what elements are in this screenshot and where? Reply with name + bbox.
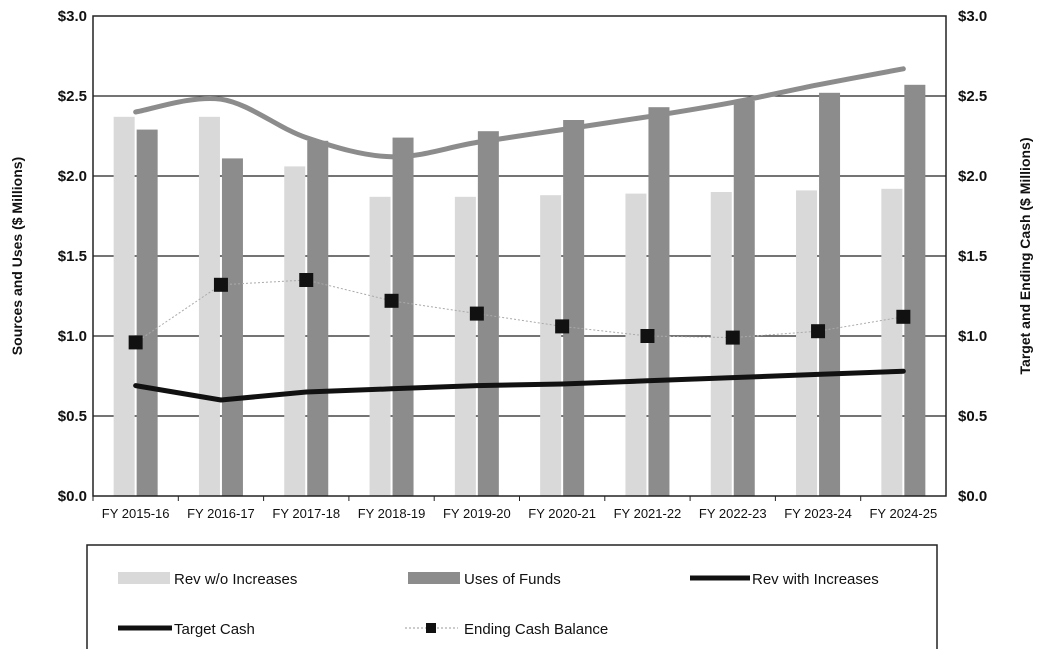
bar-rev-w-o-increases — [284, 166, 306, 496]
y-tick-label-left: $3.0 — [58, 8, 87, 25]
x-tick-label: FY 2017-18 — [272, 506, 340, 521]
legend-label-rev-with-increases: Rev with Increases — [752, 571, 879, 588]
bar-rev-w-o-increases — [113, 116, 135, 497]
legend-swatch-uses-of-funds — [408, 572, 460, 584]
legend-label-rev-wo-increases: Rev w/o Increases — [174, 571, 297, 588]
bar-uses-of-funds — [136, 129, 158, 496]
x-tick-label: FY 2016-17 — [187, 506, 255, 521]
marker-ending-cash-balance — [128, 335, 143, 350]
y-tick-label-left: $1.5 — [58, 248, 87, 265]
bars — [113, 84, 926, 497]
bar-uses-of-funds — [904, 84, 926, 497]
y-tick-label-left: $2.0 — [58, 168, 87, 185]
bar-uses-of-funds — [477, 131, 499, 496]
x-tick-label: FY 2023-24 — [784, 506, 852, 521]
legend-label-target-cash: Target Cash — [174, 621, 255, 638]
gridlines — [93, 95, 946, 417]
legend-label-uses-of-funds: Uses of Funds — [464, 571, 561, 588]
bar-uses-of-funds — [733, 100, 755, 497]
series-lines — [133, 66, 906, 403]
y-tick-label-right: $0.0 — [958, 488, 987, 505]
bar-uses-of-funds — [221, 158, 243, 496]
y-tick-label-right: $1.0 — [958, 328, 987, 345]
marker-ending-cash-balance — [299, 273, 314, 287]
y-tick-label-left: $1.0 — [58, 328, 87, 345]
bar-rev-w-o-increases — [625, 193, 647, 496]
x-tick-label: FY 2021-22 — [614, 506, 682, 521]
marker-ending-cash-balance — [213, 277, 228, 292]
marker-ending-cash-balance — [811, 324, 826, 339]
y-tick-label-right: $0.5 — [958, 408, 987, 425]
bar-rev-w-o-increases — [540, 195, 562, 496]
bar-rev-w-o-increases — [198, 116, 220, 497]
bar-rev-w-o-increases — [881, 188, 903, 497]
y-tick-label-right: $3.0 — [958, 8, 987, 25]
bar-rev-w-o-increases — [796, 190, 818, 496]
y-axis-left-ticks: $0.0 $0.5 $1.0 $1.5 $2.0 $2.5 $3.0 — [58, 8, 87, 505]
y-tick-label-left: $0.5 — [58, 408, 87, 425]
line-rev-with-increases — [133, 66, 906, 160]
x-tick-label: FY 2019-20 — [443, 506, 511, 521]
x-tick-label: FY 2022-23 — [699, 506, 767, 521]
marker-ending-cash-balance — [469, 306, 484, 321]
bar-uses-of-funds — [819, 92, 841, 497]
series-markers — [128, 273, 911, 350]
bar-uses-of-funds — [392, 137, 414, 496]
bar-uses-of-funds — [563, 120, 585, 496]
legend-swatch-ending-cash-marker — [426, 623, 436, 633]
x-tick-label: FY 2020-21 — [528, 506, 596, 521]
y-tick-label-left: $0.0 — [58, 488, 87, 505]
x-tick-label: FY 2015-16 — [102, 506, 170, 521]
y-tick-label-right: $2.0 — [958, 168, 987, 185]
x-axis-ticks: FY 2015-16 FY 2016-17 FY 2017-18 FY 2018-19… — [92, 496, 937, 521]
line-target-cash — [133, 368, 906, 403]
y-axis-right-ticks: $0.0 $0.5 $1.0 $1.5 $2.0 $2.5 $3.0 — [958, 8, 987, 505]
y-tick-label-right: $2.5 — [958, 88, 987, 105]
y-tick-label-right: $1.5 — [958, 248, 987, 265]
y-axis-left-title: Sources and Uses ($ Millions) — [9, 157, 25, 355]
marker-ending-cash-balance — [640, 329, 655, 343]
y-axis-right-title: Target and Ending Cash ($ Millions) — [1017, 138, 1033, 375]
marker-ending-cash-balance — [725, 330, 740, 345]
bar-rev-w-o-increases — [454, 196, 476, 497]
legend-label-ending-cash-balance: Ending Cash Balance — [464, 621, 608, 638]
legend-swatch-rev-wo-increases — [118, 572, 170, 584]
legend-box — [86, 544, 938, 649]
marker-ending-cash-balance — [555, 319, 570, 334]
line-ending-cash-balance — [135, 279, 904, 343]
marker-ending-cash-balance — [384, 293, 399, 308]
bar-uses-of-funds — [648, 107, 670, 496]
y-tick-label-left: $2.5 — [58, 88, 87, 105]
bar-uses-of-funds — [307, 140, 329, 497]
marker-ending-cash-balance — [896, 309, 911, 324]
x-tick-label: FY 2024-25 — [869, 506, 937, 521]
bar-rev-w-o-increases — [710, 192, 732, 496]
x-tick-label: FY 2018-19 — [358, 506, 426, 521]
bar-rev-w-o-increases — [369, 196, 391, 497]
